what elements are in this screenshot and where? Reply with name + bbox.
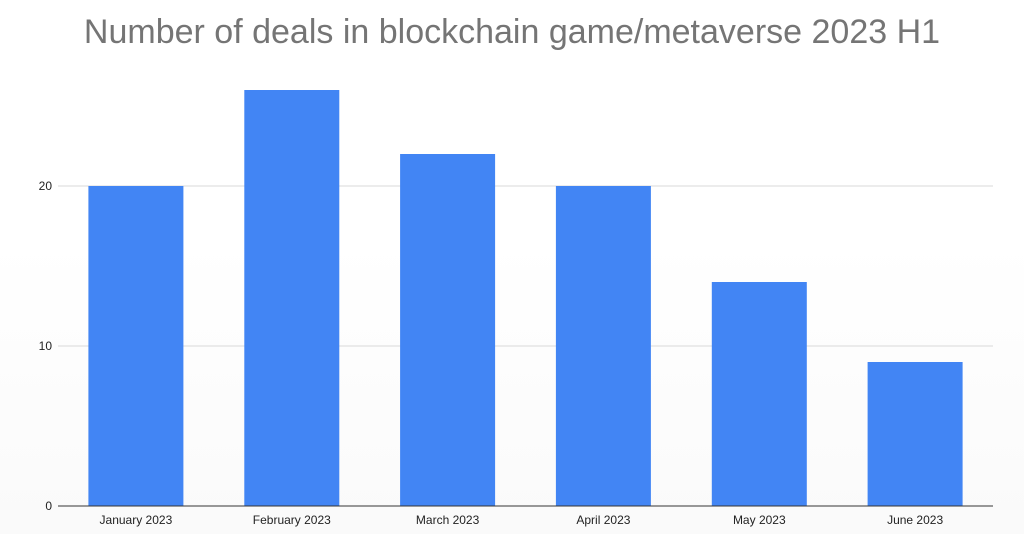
x-tick-label: February 2023	[253, 513, 331, 527]
bar[interactable]	[867, 362, 963, 506]
bar[interactable]	[244, 90, 340, 506]
bar[interactable]	[711, 282, 807, 506]
y-tick-label: 20	[39, 179, 53, 193]
x-tick-label: March 2023	[416, 513, 480, 527]
bar[interactable]	[555, 186, 651, 506]
y-axis-tick-labels: 0 10 20	[39, 179, 53, 513]
x-tick-label: May 2023	[733, 513, 786, 527]
y-tick-label: 0	[45, 499, 52, 513]
x-tick-label: April 2023	[576, 513, 630, 527]
y-tick-label: 10	[39, 339, 53, 353]
x-tick-label: January 2023	[100, 513, 173, 527]
chart-title: Number of deals in blockchain game/metav…	[83, 13, 941, 51]
x-axis-tick-labels: January 2023 February 2023 March 2023 April…	[100, 513, 944, 527]
bars	[88, 90, 963, 506]
bar[interactable]	[88, 186, 184, 506]
x-tick-label: June 2023	[887, 513, 943, 527]
bar[interactable]	[400, 154, 496, 506]
gridlines	[58, 185, 993, 347]
